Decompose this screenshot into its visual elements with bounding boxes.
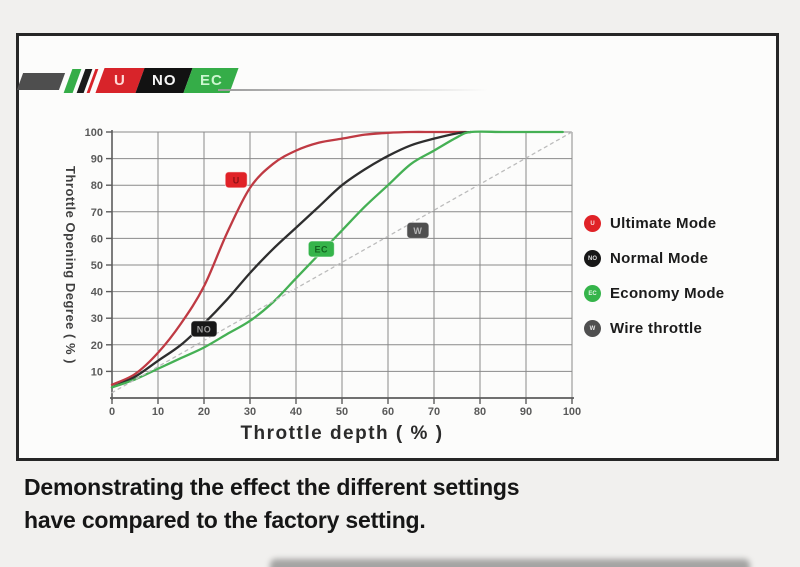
legend-swatch-ec: EC — [584, 285, 601, 302]
y-axis-title: Throttle Opening Degree ( % ) — [63, 166, 78, 364]
legend-swatch-w: W — [584, 320, 601, 337]
legend-swatch-u: U — [584, 215, 601, 232]
logo-tail-line — [218, 89, 488, 91]
legend-item-normal-mode: NO Normal Mode — [584, 241, 724, 276]
caption-line-1: Demonstrating the effect the different s… — [24, 474, 520, 500]
legend-item-ultimate-mode: U Ultimate Mode — [584, 206, 724, 241]
legend-swatch-no: NO — [584, 250, 601, 267]
legend-item-economy-mode: EC Economy Mode — [584, 276, 724, 311]
legend-item-wire-throttle: W Wire throttle — [584, 311, 724, 346]
caption-line-2: have compared to the factory setting. — [24, 507, 426, 533]
legend-label: Ultimate Mode — [610, 215, 717, 232]
legend-label: Wire throttle — [610, 320, 703, 337]
legend-label: Economy Mode — [610, 285, 725, 302]
logo-badge-economy-label: EC — [199, 72, 223, 89]
legend-label: Normal Mode — [610, 250, 709, 267]
logo-badge-ultimate-label: U — [114, 72, 126, 89]
figure-caption: Demonstrating the effect the different s… — [24, 471, 644, 537]
cutoff-content-smudge — [270, 559, 750, 567]
chart-legend: U Ultimate Mode NO Normal Mode EC Economy Mod… — [584, 206, 724, 346]
logo-bar — [16, 73, 66, 90]
logo-badge-normal-label: NO — [151, 72, 177, 89]
x-axis-title: Throttle depth ( % ) — [240, 423, 444, 444]
